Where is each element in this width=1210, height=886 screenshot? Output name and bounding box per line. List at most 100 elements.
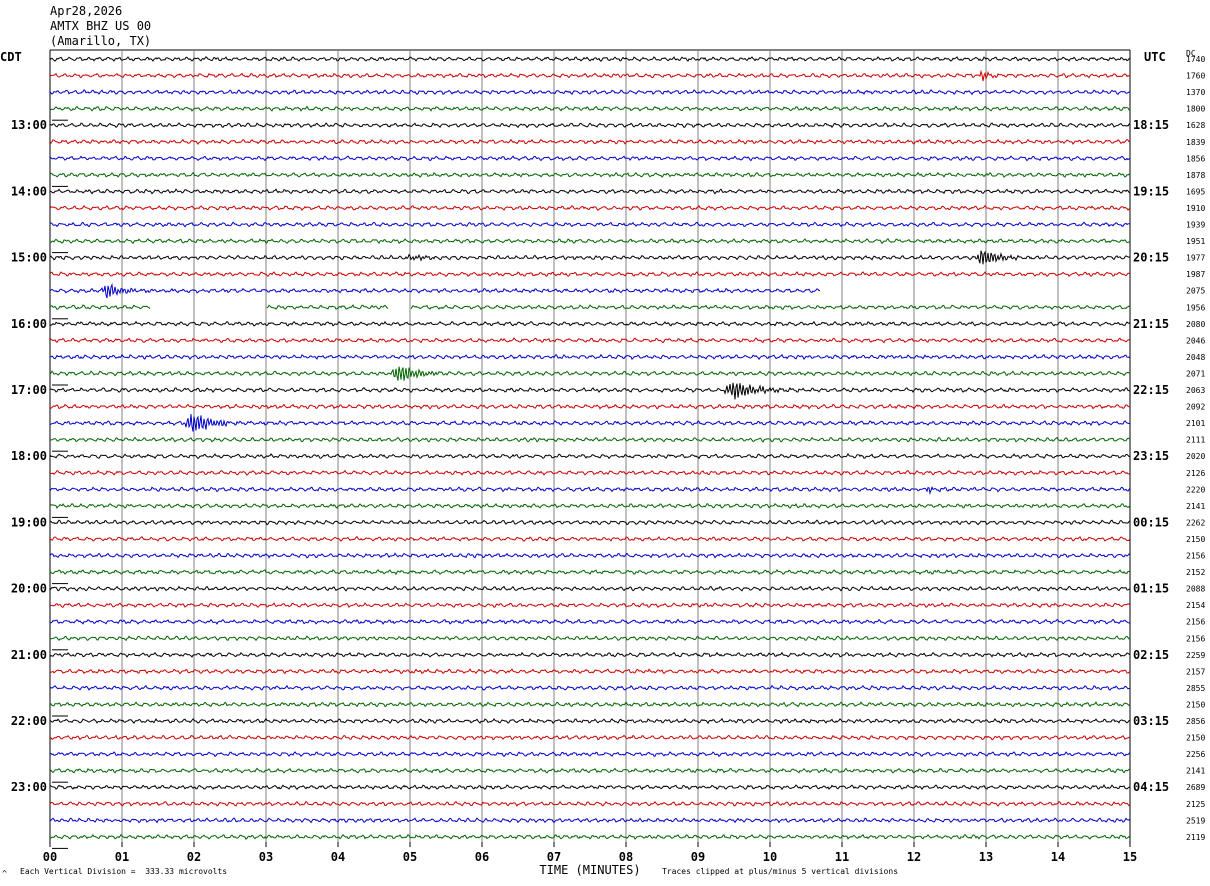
dc-value: 1856 — [1186, 154, 1205, 163]
dc-value: 2092 — [1186, 403, 1205, 412]
right-hour-label: 21:15 — [1133, 317, 1169, 331]
dc-value: 2141 — [1186, 767, 1205, 776]
dc-value: 1740 — [1186, 55, 1205, 64]
x-tick-label: 03 — [259, 850, 273, 864]
left-hour-label: 16:00 — [11, 317, 47, 331]
dc-value: 2519 — [1186, 816, 1205, 825]
x-tick-label: 13 — [979, 850, 993, 864]
trace-22 — [49, 414, 1131, 432]
dc-value: 2075 — [1186, 287, 1205, 296]
trace-43 — [49, 767, 1131, 774]
trace-19 — [49, 366, 1131, 381]
dc-value: 1760 — [1186, 72, 1205, 81]
trace-8 — [49, 188, 1131, 195]
x-tick-label: 00 — [43, 850, 57, 864]
right-hour-label: 19:15 — [1133, 184, 1169, 198]
dc-value: 2156 — [1186, 634, 1205, 643]
trace-14 — [49, 282, 821, 299]
right-hour-label: 20:15 — [1133, 251, 1169, 265]
dc-value: 1839 — [1186, 138, 1205, 147]
trace-35 — [49, 635, 1131, 642]
trace-23 — [49, 436, 1131, 443]
left-hour-label: 15:00 — [11, 251, 47, 265]
dc-value: 1956 — [1186, 303, 1205, 312]
x-tick-label: 04 — [331, 850, 345, 864]
x-tick-label: 07 — [547, 850, 561, 864]
x-tick-label: 09 — [691, 850, 705, 864]
trace-39 — [49, 701, 1131, 708]
right-timezone-label: UTC — [1144, 50, 1166, 64]
dc-value: 2855 — [1186, 684, 1205, 693]
dc-value: 1878 — [1186, 171, 1205, 180]
x-tick-label: 10 — [763, 850, 777, 864]
trace-27 — [49, 502, 1131, 509]
x-tick-label: 15 — [1123, 850, 1137, 864]
right-hour-label: 22:15 — [1133, 383, 1169, 397]
left-hour-label: 17:00 — [11, 383, 47, 397]
trace-16 — [49, 320, 1131, 327]
dc-value: 2111 — [1186, 436, 1205, 445]
dc-value: 2152 — [1186, 568, 1205, 577]
left-hour-label: 23:00 — [11, 780, 47, 794]
right-hour-label: 02:15 — [1133, 648, 1169, 662]
left-hour-label: 19:00 — [11, 515, 47, 529]
trace-3 — [49, 105, 1131, 112]
trace-31 — [49, 568, 1131, 576]
trace-36 — [49, 651, 1131, 658]
dc-value: 2088 — [1186, 585, 1205, 594]
trace-40 — [49, 717, 1131, 725]
dc-value: 2259 — [1186, 651, 1205, 660]
dc-header: DC — [1186, 49, 1196, 58]
trace-42 — [49, 751, 1131, 758]
trace-41 — [49, 734, 1131, 741]
dc-value: 1628 — [1186, 121, 1205, 130]
dc-value: 1977 — [1186, 254, 1205, 263]
trace-33 — [49, 602, 1131, 609]
x-tick-label: 08 — [619, 850, 633, 864]
station-location: (Amarillo, TX) — [50, 34, 152, 48]
dc-value: 2156 — [1186, 552, 1205, 561]
station-date: Apr28,2026 — [50, 4, 123, 18]
trace-12 — [49, 250, 1131, 265]
dc-value: 2071 — [1186, 369, 1205, 378]
trace-1 — [49, 69, 1131, 82]
dc-value: 2048 — [1186, 353, 1205, 362]
trace-37 — [49, 668, 1130, 675]
dc-value: 1939 — [1186, 221, 1205, 230]
x-axis-title: TIME (MINUTES) — [539, 863, 640, 877]
dc-value: 2150 — [1186, 700, 1205, 709]
trace-28 — [49, 519, 1131, 526]
trace-34 — [49, 618, 1131, 625]
left-timezone-label: CDT — [0, 50, 22, 64]
right-hour-label: 23:15 — [1133, 449, 1169, 463]
dc-value: 1800 — [1186, 105, 1205, 114]
trace-11 — [49, 238, 1131, 245]
dc-value: 2101 — [1186, 419, 1205, 428]
trace-20 — [49, 382, 1131, 400]
dc-value: 2220 — [1186, 485, 1205, 494]
x-tick-label: 02 — [187, 850, 201, 864]
left-hour-label: 13:00 — [11, 118, 47, 132]
station-code: AMTX BHZ US 00 — [50, 19, 152, 33]
trace-25 — [49, 469, 1131, 476]
dc-value: 2126 — [1186, 469, 1205, 478]
dc-value: 2141 — [1186, 502, 1205, 511]
x-tick-label: 11 — [835, 850, 849, 864]
dc-value: 2125 — [1186, 800, 1205, 809]
x-tick-label: 01 — [115, 850, 129, 864]
trace-32 — [49, 585, 1131, 592]
left-hour-label: 21:00 — [11, 648, 47, 662]
dc-value: 1370 — [1186, 88, 1205, 97]
dc-value: 1951 — [1186, 237, 1205, 246]
right-hour-label: 00:15 — [1133, 515, 1169, 529]
trace-17 — [49, 337, 1131, 344]
trace-44 — [49, 784, 1131, 791]
dc-value: 1987 — [1186, 270, 1205, 279]
trace-0 — [49, 56, 1131, 62]
x-tick-label: 06 — [475, 850, 489, 864]
right-hour-label: 03:15 — [1133, 714, 1169, 728]
left-hour-label: 18:00 — [11, 449, 47, 463]
left-hour-label: 14:00 — [11, 184, 47, 198]
trace-6 — [49, 155, 1131, 162]
